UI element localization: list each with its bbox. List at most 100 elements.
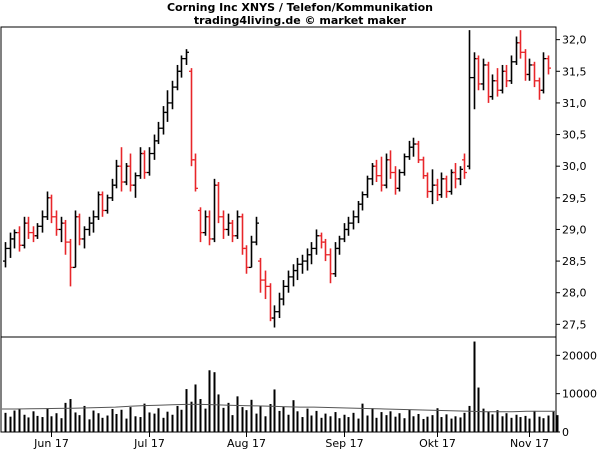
ohlc-bar <box>272 305 277 328</box>
ohlc-bar <box>439 172 444 198</box>
ohlc-bar <box>291 264 296 287</box>
ohlc-bar <box>476 55 481 91</box>
ohlc-bar <box>216 182 221 224</box>
chart-title: Corning Inc XNYS / Telefon/Kommunikation <box>166 1 434 14</box>
ohlc-bar <box>45 191 50 220</box>
ohlc-bar <box>328 248 333 284</box>
price-ytick-label: 30,5 <box>562 129 587 142</box>
ohlc-bar <box>212 178 217 243</box>
volume-ytick-label: 20000 <box>562 349 597 362</box>
ohlc-bar <box>268 283 273 322</box>
ohlc-bar <box>235 210 240 239</box>
ohlc-bar <box>142 150 147 179</box>
ohlc-bar <box>17 226 22 252</box>
ohlc-bar <box>458 166 463 186</box>
ohlc-bar <box>258 257 263 293</box>
ohlc-bar <box>462 153 467 179</box>
ohlc-bar <box>254 216 259 246</box>
ohlc-bar <box>323 238 328 262</box>
ohlc-bar <box>416 140 421 164</box>
ohlc-bar <box>207 210 212 246</box>
ohlc-bar <box>198 207 203 243</box>
ohlc-bar <box>110 178 115 201</box>
ohlc-bar <box>73 210 78 269</box>
ohlc-bar <box>281 280 286 306</box>
ohlc-bar <box>495 68 500 97</box>
ohlc-bar <box>397 169 402 192</box>
ohlc-bar <box>184 49 189 65</box>
ohlc-bar <box>518 30 523 59</box>
ohlc-bar <box>31 226 36 243</box>
ohlc-bar <box>22 216 27 249</box>
ohlc-bar <box>374 159 379 182</box>
ohlc-bar <box>360 191 365 211</box>
ohlc-bar <box>435 178 440 201</box>
price-ytick-label: 31,0 <box>562 97 587 110</box>
ohlc-bar <box>342 223 347 243</box>
volume-ytick-label: 10000 <box>562 388 597 401</box>
ohlc-bar <box>249 235 254 269</box>
ohlc-bar <box>379 156 384 192</box>
ohlc-bar <box>12 229 17 249</box>
ohlc-bar <box>295 257 300 281</box>
ohlc-bar <box>388 150 393 179</box>
ohlc-bar <box>527 58 532 81</box>
ohlc-bar <box>500 64 505 94</box>
x-tick-label: Jul 17 <box>133 437 165 450</box>
ohlc-bar <box>453 163 458 189</box>
ohlc-bar <box>8 232 13 258</box>
price-panel: 27,5 28,0 28,5 29,0 29,5 30,0 30,5 31,0 31,5 32,0 <box>0 26 587 338</box>
ohlc-bar <box>504 64 509 88</box>
ohlc-bar <box>319 232 324 249</box>
ohlc-bar <box>230 219 235 243</box>
ohlc-bar <box>40 210 45 233</box>
price-ytick-label: 31,5 <box>562 65 587 78</box>
ohlc-bar <box>365 175 370 198</box>
ohlc-bar <box>221 210 226 239</box>
ohlc-bar <box>193 153 198 192</box>
x-tick-label: Jun 17 <box>33 437 69 450</box>
ohlc-bar <box>444 175 449 198</box>
volume-ytick-label: 0 <box>562 426 569 439</box>
ohlc-bar <box>156 121 161 145</box>
ohlc-bar <box>100 191 105 217</box>
price-ytick-label: 32,0 <box>562 34 587 47</box>
ohlc-bar <box>309 242 314 265</box>
ohlc-bar <box>314 229 319 255</box>
ohlc-bar <box>133 172 138 198</box>
ohlc-bar <box>514 36 519 65</box>
ohlc-bar <box>87 216 92 236</box>
ohlc-bar <box>333 242 338 277</box>
ohlc-bar <box>351 210 356 230</box>
ohlc-bar <box>63 219 68 255</box>
ohlc-bar <box>346 216 351 236</box>
ohlc-bar <box>91 210 96 233</box>
x-tick-label: Aug 17 <box>227 437 266 450</box>
ohlc-bar <box>430 169 435 205</box>
ohlc-bar <box>161 106 166 135</box>
ohlc-bar <box>425 172 430 198</box>
ohlc-bar <box>105 194 110 214</box>
ohlc-bar <box>286 270 291 293</box>
price-ytick-label: 30,0 <box>562 160 587 173</box>
ohlc-bar <box>189 68 194 167</box>
ohlc-bar <box>77 213 82 246</box>
ohlc-bar <box>402 153 407 176</box>
x-tick-label: Sep 17 <box>325 437 363 450</box>
ohlc-bar <box>481 58 486 91</box>
ohlc-bar <box>509 55 514 84</box>
ohlc-bar <box>119 147 124 192</box>
ohlc-bar <box>300 254 305 274</box>
ohlc-bar <box>384 153 389 189</box>
price-ytick-label: 28,5 <box>562 255 587 268</box>
ohlc-bar <box>337 235 342 255</box>
ohlc-bar <box>226 213 231 236</box>
ohlc-bar <box>54 210 59 236</box>
ohlc-bar <box>411 137 416 157</box>
ohlc-bar <box>393 166 398 195</box>
ohlc-bar <box>114 159 119 189</box>
price-ytick-label: 28,0 <box>562 287 587 300</box>
ohlc-bar <box>175 64 180 91</box>
